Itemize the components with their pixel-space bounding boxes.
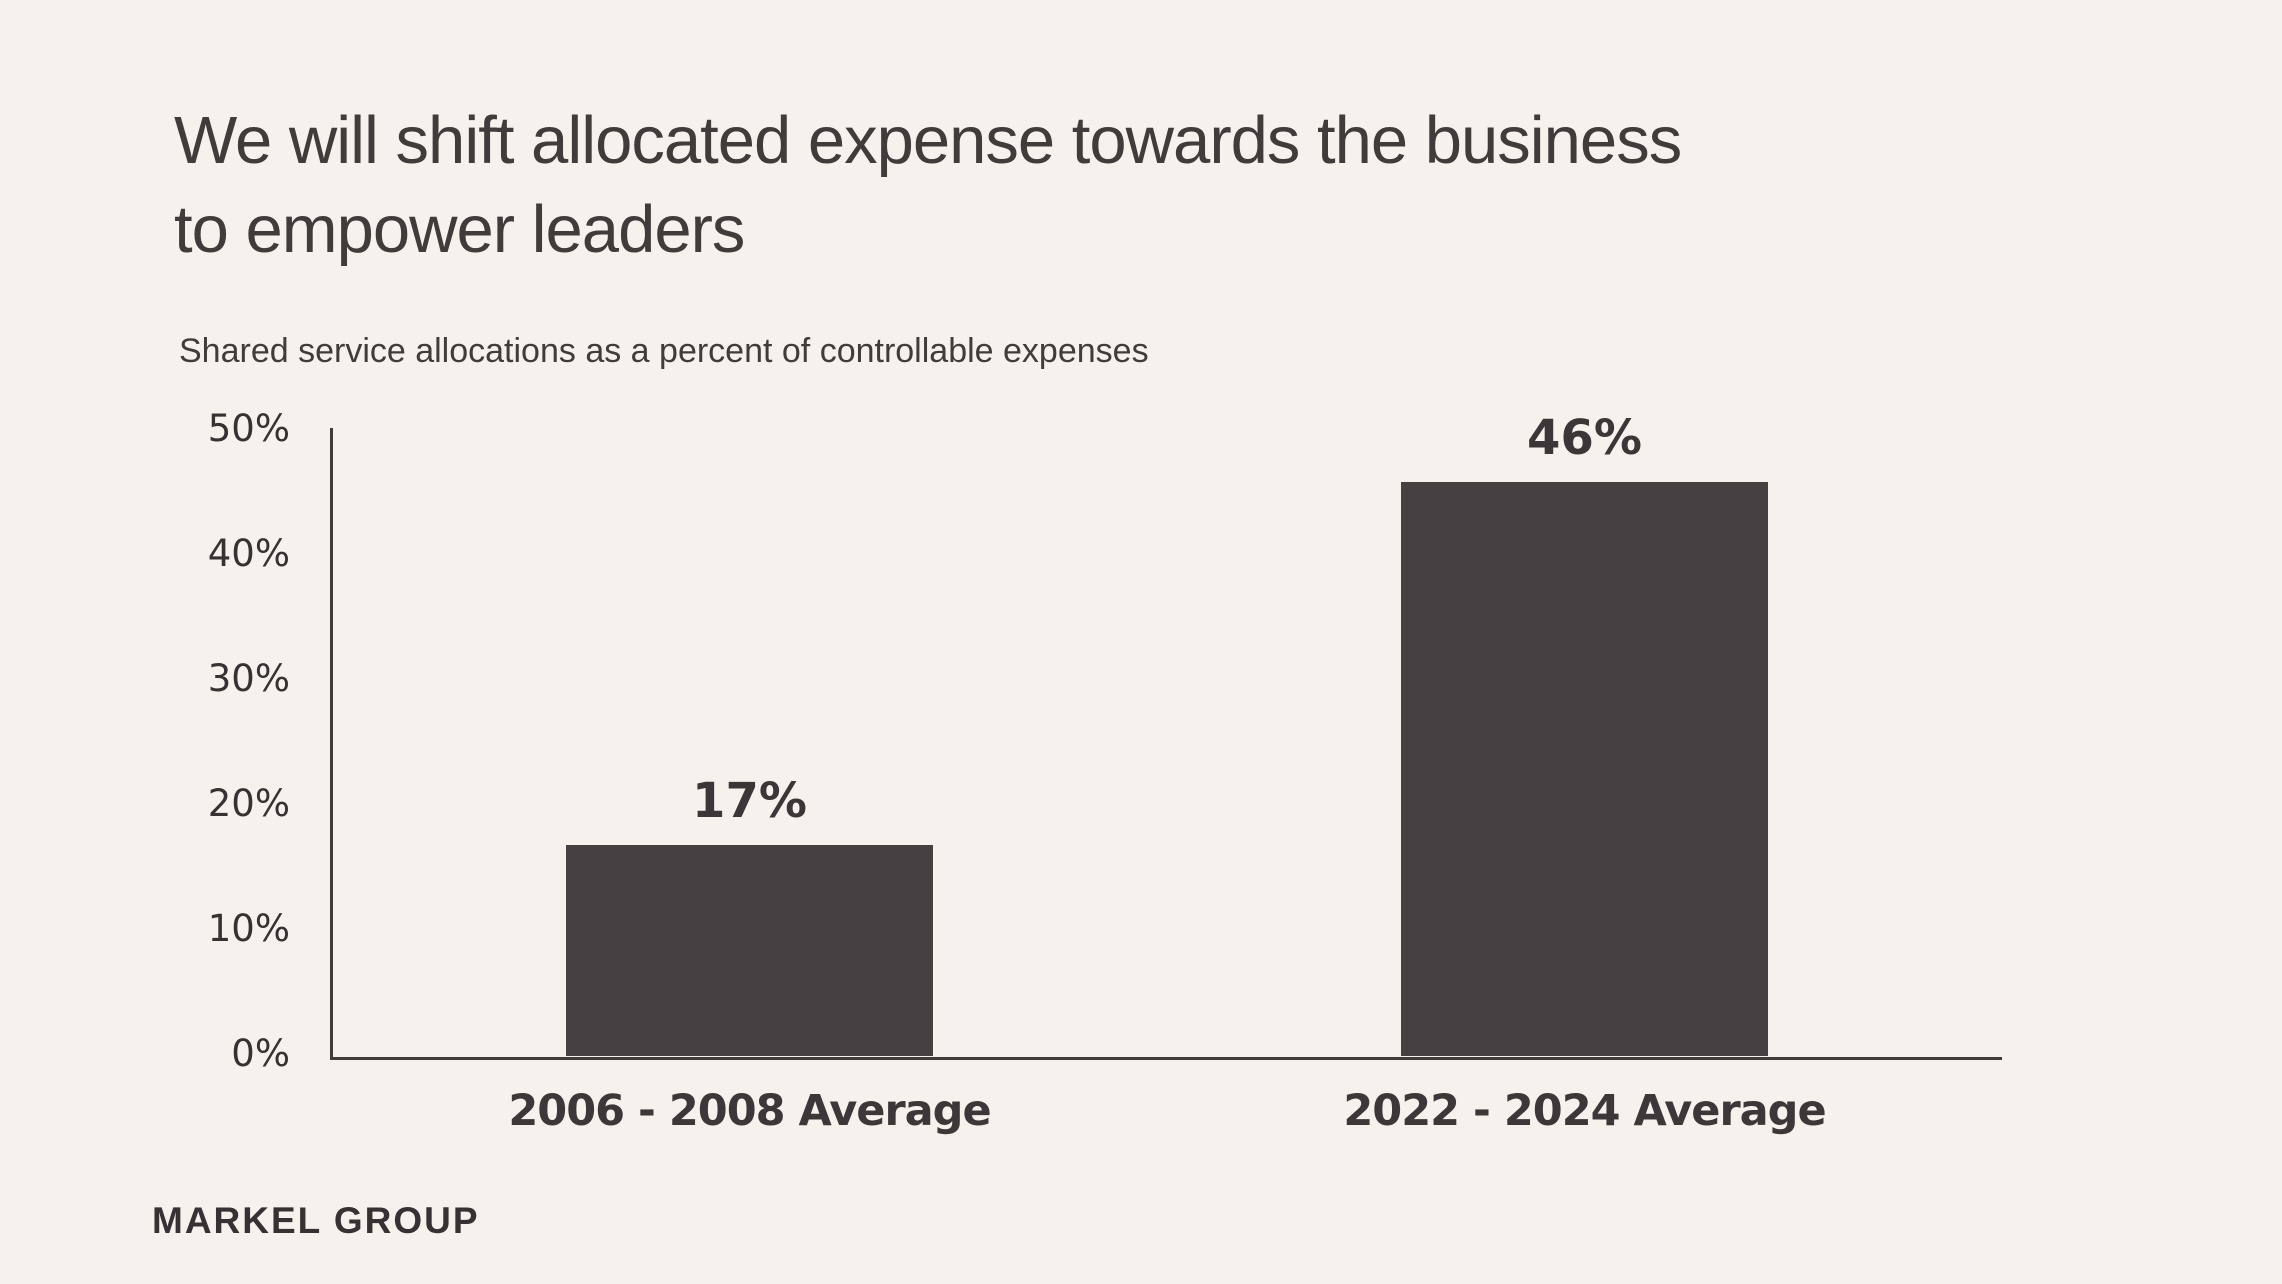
x-axis-category-label: 2022 - 2024 Average	[1343, 1086, 1826, 1136]
y-axis-tick-label: 40%	[207, 532, 290, 575]
y-axis-line	[330, 428, 333, 1060]
page-title: We will shift allocated expense towards …	[174, 103, 1682, 267]
x-axis-line	[330, 1057, 2002, 1060]
bar	[1401, 482, 1768, 1056]
x-axis-category-label: 2006 - 2008 Average	[508, 1086, 991, 1136]
bar-value-label: 46%	[1527, 410, 1642, 466]
chart-subtitle: Shared service allocations as a percent …	[179, 332, 1149, 370]
bar-value-label: 17%	[692, 772, 807, 829]
markel-group-logo: MARKEL GROUP	[152, 1200, 480, 1241]
y-axis-tick-label: 50%	[207, 407, 290, 450]
y-axis-tick-label: 10%	[207, 907, 290, 950]
y-axis-tick-label: 30%	[207, 657, 290, 700]
y-axis-tick-label: 0%	[231, 1032, 290, 1075]
y-axis-tick-label: 20%	[207, 782, 290, 825]
bar	[566, 844, 933, 1056]
